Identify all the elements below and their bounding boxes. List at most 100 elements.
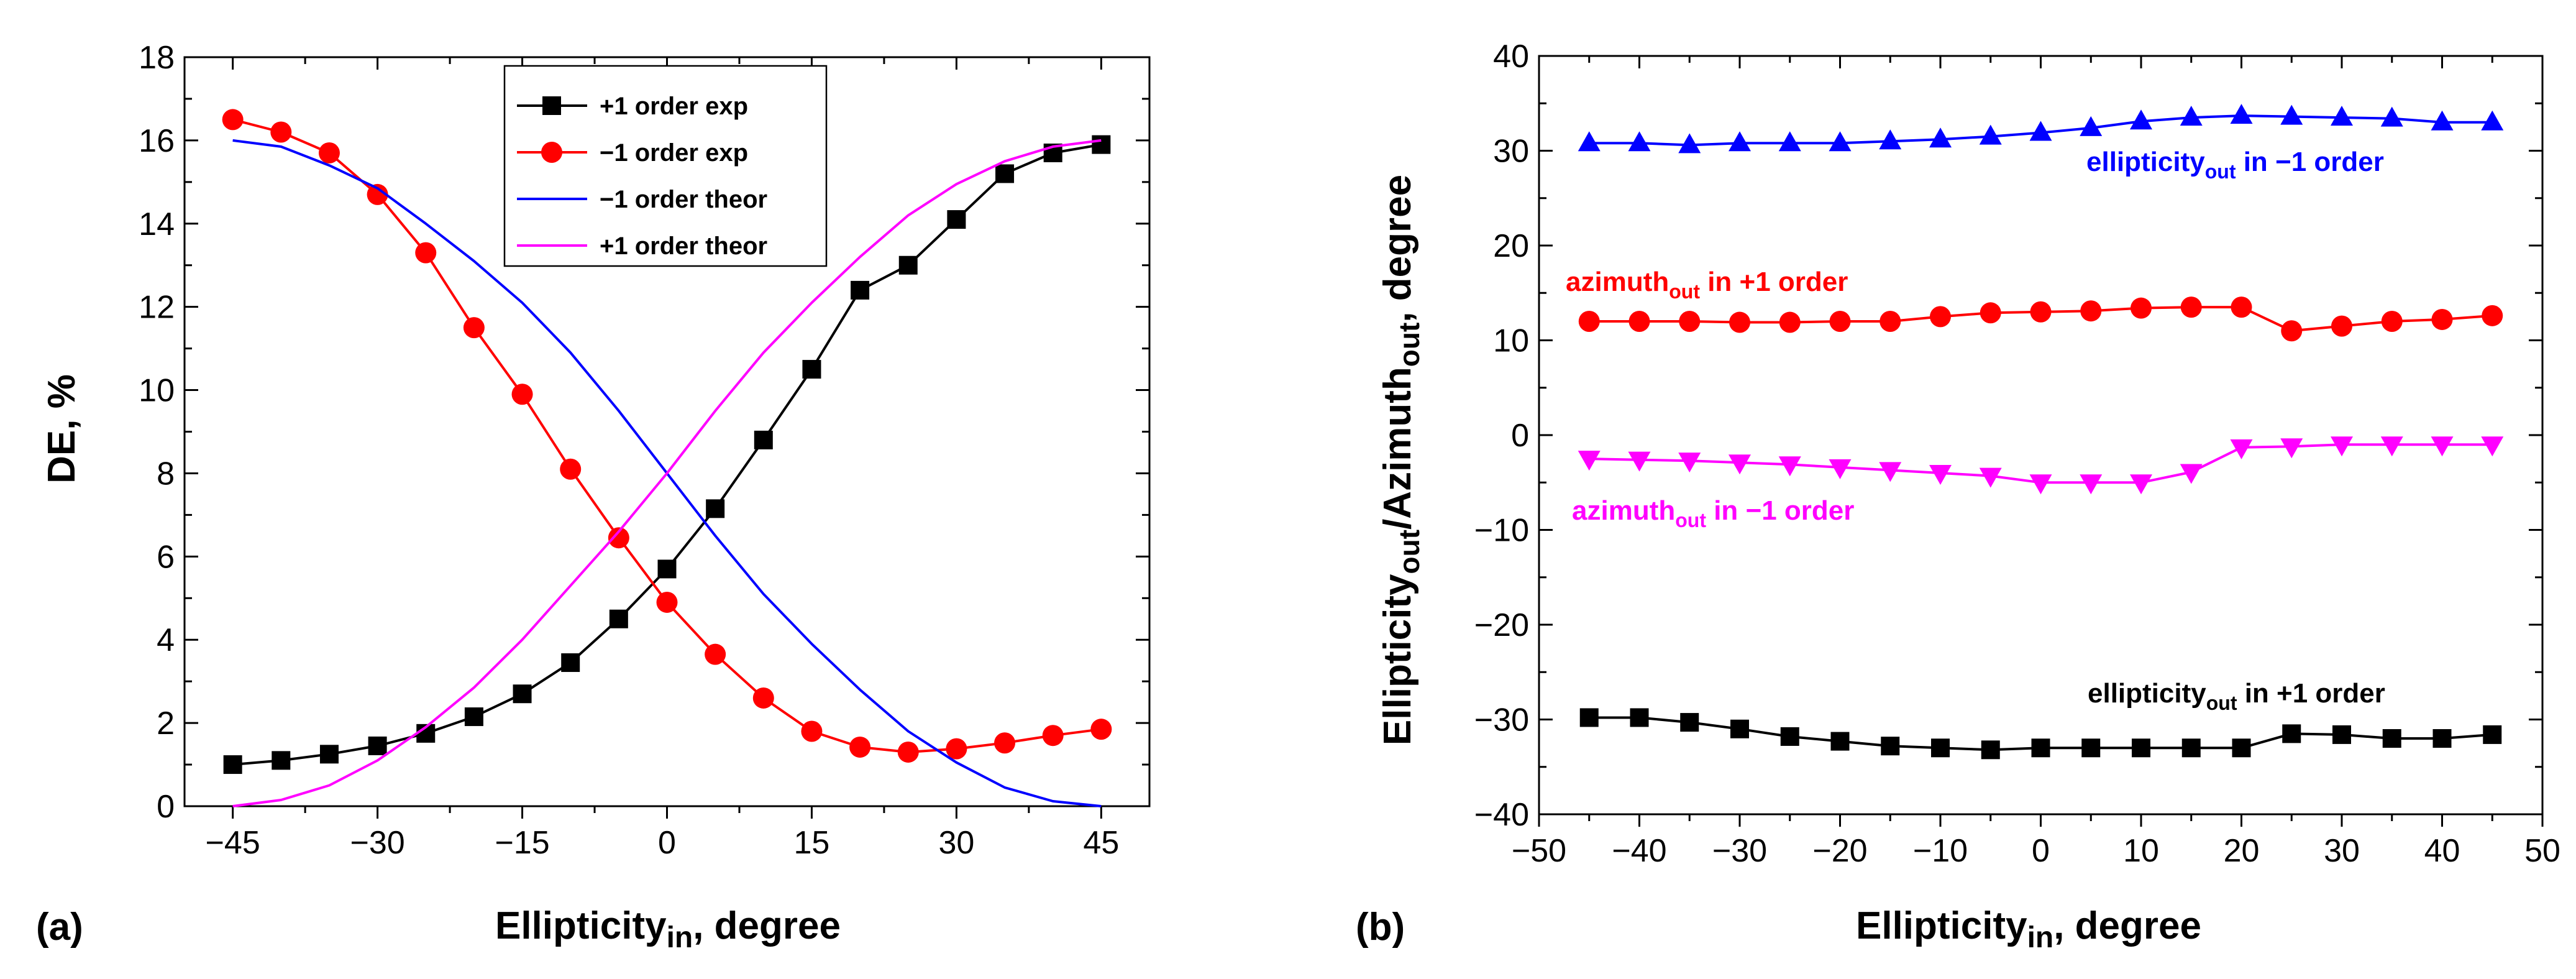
chart-b-series-2-point: [1578, 451, 1601, 471]
chart-a-series-1-point: [1042, 725, 1064, 747]
chart-a-legend-label: +1 order theor: [600, 232, 767, 260]
chart-b-series-1-point: [1879, 311, 1901, 332]
chart-a-series-1-point: [560, 458, 582, 480]
chart-a-series-0-point: [561, 653, 580, 673]
chart-a-series-1-point: [511, 384, 533, 405]
chart-b-annotation-sub: out: [1669, 280, 1700, 303]
chart-a-xlabel-tail: , degree: [693, 904, 841, 947]
chart-b-xlabel-sub: in: [2027, 921, 2054, 954]
chart-b-series-0-point: [1778, 131, 1801, 152]
chart-b-series-1-point: [1779, 311, 1801, 333]
chart-b-ylabel-part2: /Azimuth: [1376, 367, 1419, 530]
chart-b-series-0-point: [2481, 110, 2504, 131]
chart-b-series-1-point: [1679, 311, 1701, 332]
chart-b-ytick-label: −40: [1474, 797, 1529, 833]
chart-b-series-3-point: [1780, 727, 1799, 746]
chart-b-xtick-label: 40: [2424, 833, 2460, 869]
chart-b-series-1-point: [2431, 308, 2453, 330]
chart-b-ytick-label: −10: [1474, 513, 1529, 549]
chart-b-xtick-label: 20: [2224, 833, 2260, 869]
chart-b-panel-label: (b): [1356, 906, 1405, 949]
chart-b-ytick-label: 40: [1493, 39, 1529, 75]
chart-a-series-3-line: [232, 139, 1102, 807]
chart-b-series-2-point: [1829, 459, 1852, 479]
chart-b-series-3-point: [2232, 738, 2251, 758]
chart-a-ytick-label: 18: [139, 40, 175, 76]
chart-a-series-1-point: [801, 720, 823, 742]
chart-a-series-0-point: [609, 609, 628, 628]
chart-b-series-2-point: [2280, 438, 2303, 459]
chart-b-ylabel-part3: , degree: [1376, 175, 1419, 323]
chart-b-series-2-point: [1678, 453, 1701, 473]
chart-b-series-1-point: [2080, 300, 2102, 322]
chart-a-series-1-point: [897, 741, 919, 763]
chart-b-annotation-main: ellipticity: [2086, 147, 2205, 177]
chart-b-series-1-point: [1930, 306, 1951, 328]
chart-a-series-0-point: [754, 430, 773, 449]
chart-a-series-0-point: [272, 751, 291, 770]
chart-b-series-2-point: [1929, 465, 1952, 485]
chart-b-series-3-point: [1630, 708, 1649, 727]
chart-b-ylabel-sub1: out: [1393, 530, 1425, 574]
chart-b-frame: [1538, 55, 2544, 816]
chart-b-series-2-point: [2481, 436, 2504, 457]
chart-b-series-0-point: [2280, 104, 2303, 125]
chart-b-annotation: ellipticityout in −1 order: [2086, 147, 2384, 183]
chart-a-series-0-point: [464, 707, 483, 727]
chart-b-series-1-point: [2131, 297, 2152, 319]
chart-b-series-0-point: [2431, 110, 2454, 131]
chart-a-series-1-point: [367, 183, 388, 205]
chart-b-series-0-point: [1628, 131, 1651, 152]
chart-a-series-0-point: [223, 755, 242, 774]
chart-b-series-2-point: [2431, 436, 2454, 457]
chart-b-annotation-main: azimuth: [1572, 495, 1675, 526]
chart-b-series-3-point: [2132, 738, 2150, 758]
chart-b-series-3-point: [2181, 738, 2201, 758]
chart-a-ytick-label: 6: [157, 539, 175, 575]
chart-b-series-1-point: [1628, 311, 1650, 332]
chart-a-series-0-point: [898, 255, 918, 275]
chart-b-series-0-point: [2130, 109, 2152, 130]
chart-b-series-0-point: [2230, 104, 2253, 124]
chart-b-series-2-point: [2080, 474, 2103, 495]
chart-b-series-2-point: [2380, 436, 2403, 457]
chart-b-ytick-label: −20: [1474, 607, 1529, 643]
chart-b-xlabel-tail: , degree: [2053, 904, 2201, 947]
chart-a-legend-label: −1 order theor: [600, 186, 767, 213]
chart-a-plot-area: 0 2 4 6 8 10 12 14 16 18 −45 −30 −15 0 15 30 45: [139, 40, 1151, 861]
chart-b-series-0-point: [1829, 131, 1852, 152]
chart-b-series-3-point: [2282, 724, 2301, 743]
chart-a-xlabel-sub: in: [667, 921, 693, 954]
chart-a-xtick-label: −15: [495, 825, 549, 861]
chart-a-legend: +1 order exp −1 order exp −1 order theor +1…: [503, 65, 828, 267]
chart-a-series-1-point: [415, 242, 437, 264]
chart-b-series-0-point: [1879, 129, 1902, 150]
chart-a-series-0-point: [706, 499, 725, 518]
chart-a-legend-swatch-marker: [542, 96, 561, 115]
chart-b-series-3-point: [2332, 725, 2351, 744]
chart-b-series-3-point: [1931, 738, 1950, 758]
chart-a-series-0-point: [513, 684, 532, 704]
chart-b-ytick-label: 30: [1493, 134, 1529, 170]
chart-a-ytick-label: 10: [139, 373, 175, 409]
chart-a-xlabel: Ellipticityin, degree: [495, 904, 841, 954]
chart-b-series-3-point: [1830, 732, 1850, 751]
chart-a-series-0-point: [319, 745, 339, 764]
chart-a-legend-label: +1 order exp: [600, 93, 748, 120]
chart-a-panel-label: (a): [36, 906, 83, 949]
chart-a-xtick-label: −30: [350, 825, 404, 861]
chart-a-ylabel: DE, %: [40, 374, 83, 484]
chart-a-series-0-point: [368, 736, 387, 755]
chart-a-series-1-point: [463, 317, 485, 339]
chart-a: 0 2 4 6 8 10 12 14 16 18 −45 −30 −15 0 15 30 45 +1 order…: [36, 40, 1151, 954]
chart-a-xtick-label: 15: [794, 825, 830, 861]
chart-b-series-0-point: [1979, 124, 2002, 145]
chart-b-annotation-tail: in +1 order: [1700, 267, 1848, 297]
chart-b-series-0-point: [1729, 131, 1751, 152]
chart-b-annotation-sub: out: [2206, 692, 2237, 714]
chart-b-xtick-label: −40: [1612, 833, 1666, 869]
chart-a-series-1-point: [318, 142, 340, 163]
chart-a-xlabel-main: Ellipticity: [495, 904, 667, 947]
